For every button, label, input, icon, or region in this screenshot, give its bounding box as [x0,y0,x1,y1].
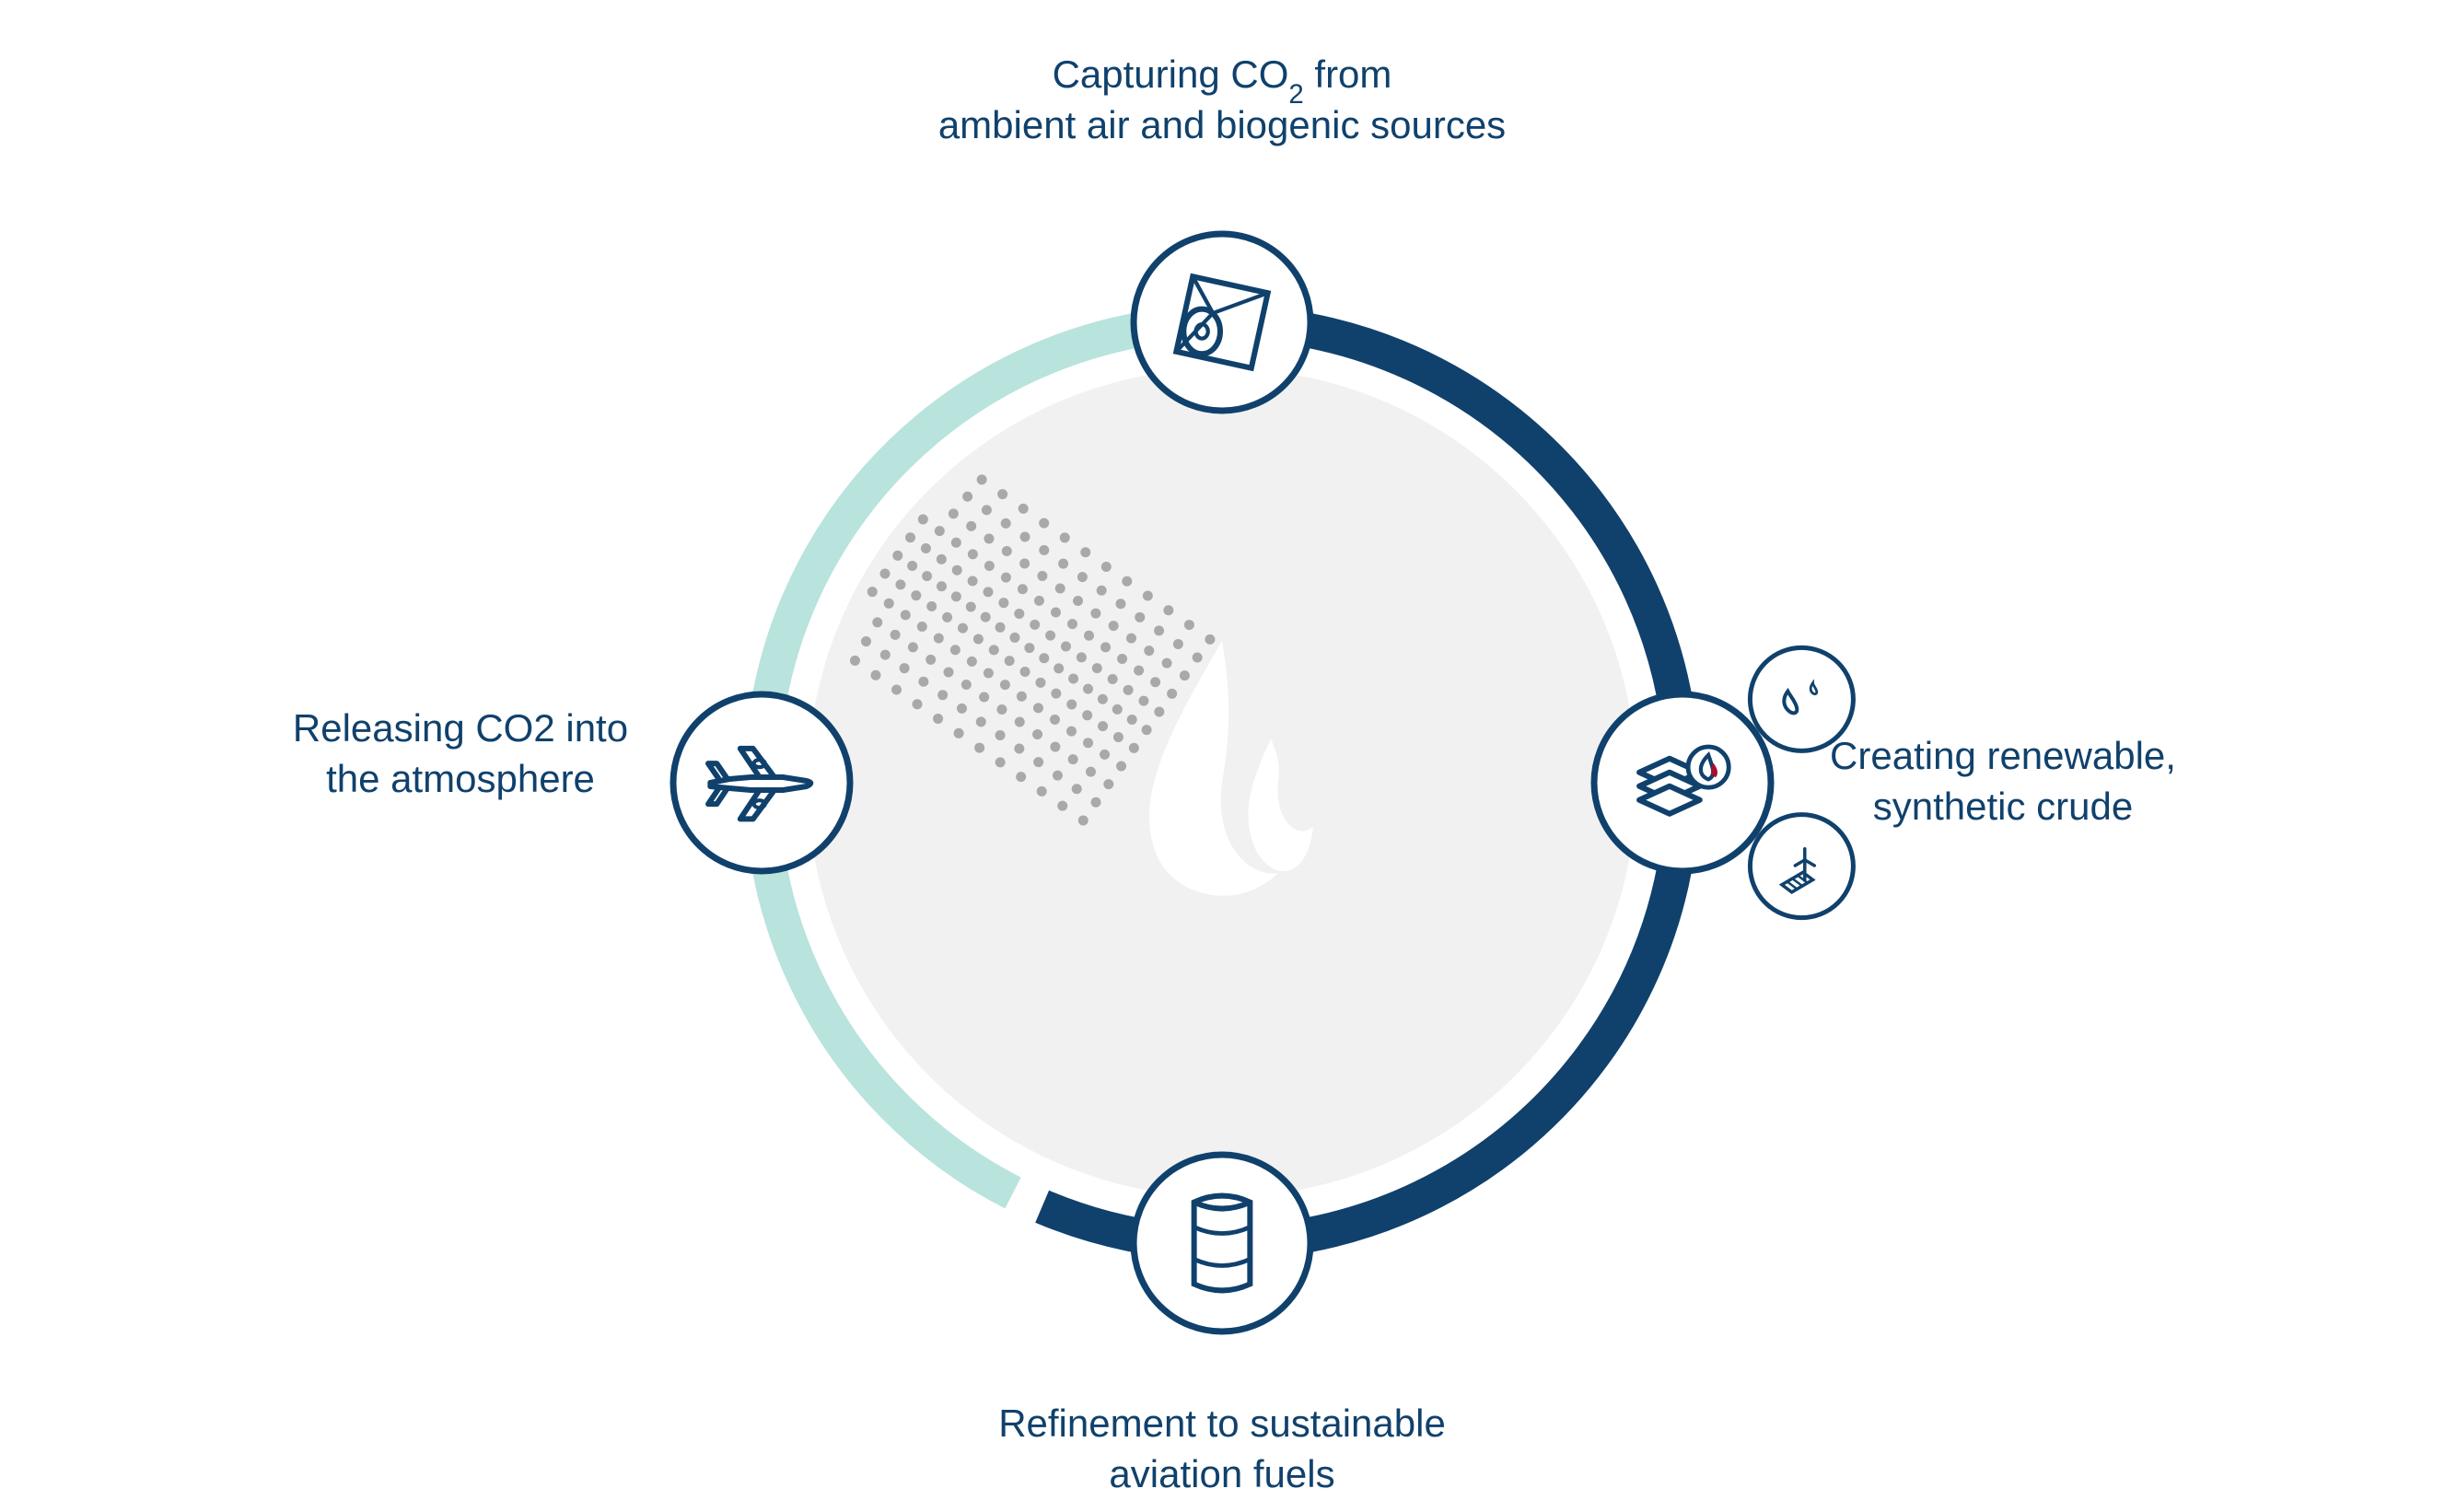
label-left-line2: the atmosphere [326,757,595,800]
node-right [1594,647,1853,917]
node-top [1134,234,1310,411]
label-left-line1: Releasing CO2 into [293,706,628,750]
label-bottom-line1: Refinement to sustainable [998,1402,1446,1445]
label-top-line1: Capturing CO2 from [1053,52,1392,110]
label-bottom-line2: aviation fuels [1109,1452,1334,1495]
saf-cycle-diagram: Capturing CO2 fromambient air and biogen… [0,0,2445,1512]
label-right-line2: synthetic crude [1873,785,2133,828]
label-right-line1: Creating renewable, [1830,734,2176,777]
label-top-line2: ambient air and biogenic sources [938,103,1506,146]
node-bottom [1134,1155,1310,1332]
subnode-wind-solar [1750,815,1853,918]
node-left [673,694,850,871]
